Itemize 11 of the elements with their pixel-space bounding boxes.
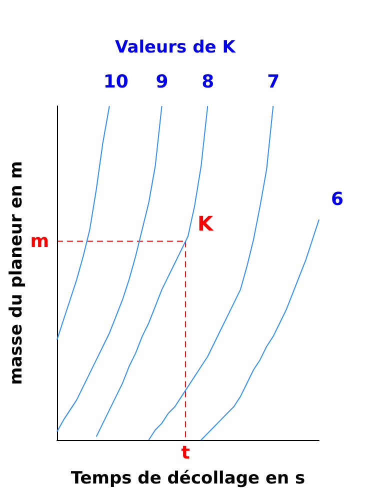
series-label: 9: [156, 72, 168, 92]
ref-line-label: m: [30, 230, 49, 252]
annotation: K: [198, 211, 215, 236]
series-label: 7: [267, 72, 280, 92]
series-label: 8: [202, 72, 214, 92]
x-axis-title: Temps de décollage en s: [70, 468, 306, 488]
legend-title: Valeurs de K: [115, 38, 236, 58]
series-label: 6: [331, 189, 344, 210]
y-axis-title: masse du planeur en m: [6, 161, 26, 385]
series-label: 10: [103, 72, 128, 92]
text: t: [181, 442, 190, 464]
